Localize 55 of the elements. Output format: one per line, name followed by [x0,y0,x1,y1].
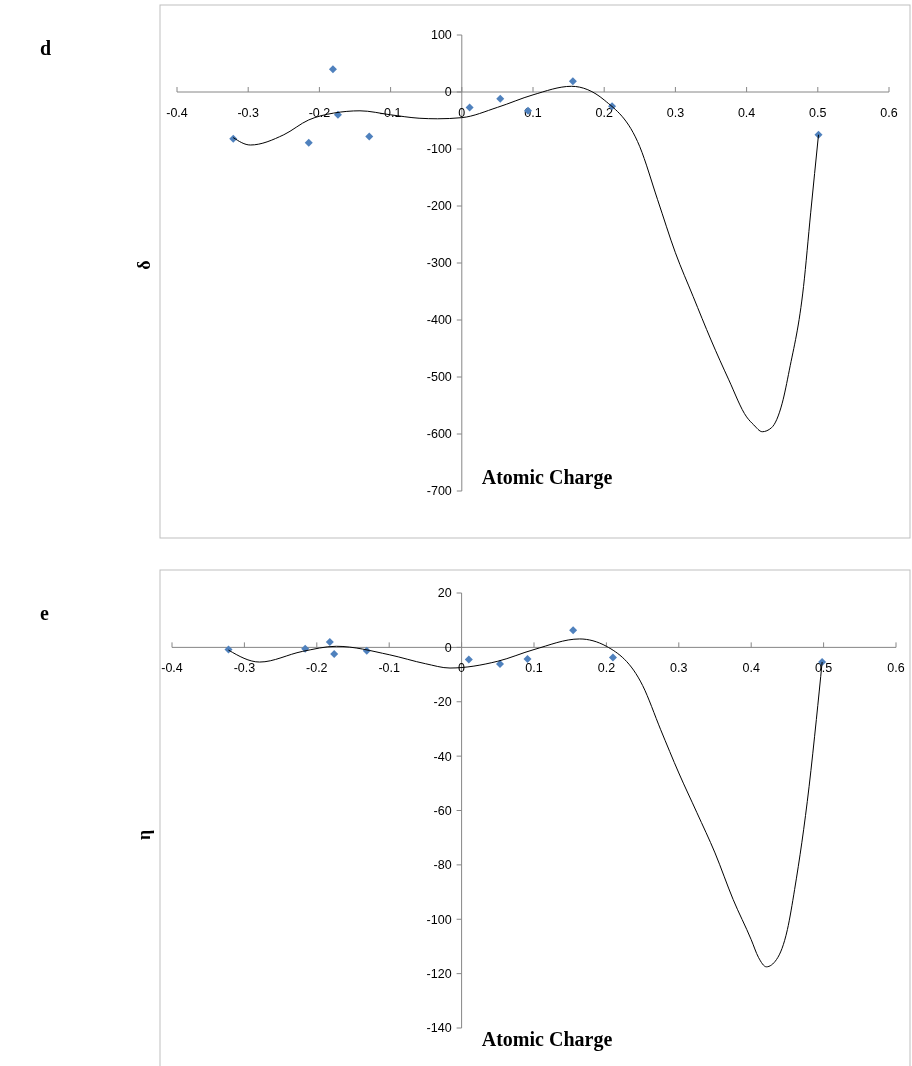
y-tick-label: -600 [426,427,452,442]
point [608,653,617,662]
y-tick-label: -700 [426,484,452,499]
point [330,649,339,658]
x-tick-label: -0.4 [161,661,183,676]
point [464,655,473,664]
y-tick-label: -120 [426,967,452,981]
point [569,626,578,635]
y-tick-label: -200 [426,199,452,214]
x-tick-label: -0.2 [306,661,328,676]
x-tick-label: 0.4 [742,661,760,676]
x-tick-label: 0.4 [737,106,756,120]
point [325,637,334,646]
point [328,65,337,74]
point [523,655,532,664]
point [465,103,474,112]
y-tick-label: -100 [426,142,452,157]
x-tick-label: 0.6 [880,106,898,120]
x-tick-label: 0.3 [666,106,685,120]
point [496,94,505,103]
y-axis-title: δ [134,260,154,270]
y-tick-label: 20 [437,586,452,601]
y-tick-label: -80 [433,858,452,873]
y-tick-label: 0 [444,85,452,100]
point [568,77,577,86]
point [365,132,374,141]
x-tick-label: 0.6 [887,661,905,676]
y-tick-label: -20 [433,695,452,710]
x-tick-label: 0.3 [670,661,688,676]
x-tick-label: -0.3 [233,661,256,676]
x-tick-label: -0.3 [237,106,260,120]
x-axis-title: Atomic Charge [481,1028,613,1051]
x-tick-label: 0.5 [809,106,827,120]
y-axis-title: η [134,829,154,841]
y-tick-label: -140 [426,1021,452,1036]
y-tick-label: -400 [426,313,452,328]
x-tick-label: 0.2 [595,106,613,120]
y-tick-label: -40 [433,749,452,764]
chart-title: d [40,37,52,59]
chart-title: e [40,602,49,624]
x-tick-label: -0.1 [378,661,401,676]
y-tick-label: -100 [426,912,452,927]
x-axis-title: Atomic Charge [481,466,613,489]
y-tick-label: -300 [426,256,452,271]
y-tick-label: 0 [444,640,452,655]
y-tick-label: -60 [433,803,452,818]
point [304,138,313,147]
y-tick-label: 100 [430,28,452,43]
x-tick-label: 0 [458,106,466,120]
x-tick-label: -0.2 [308,106,331,120]
x-tick-label: 0.1 [525,661,543,676]
y-tick-label: -500 [426,370,452,385]
point [495,659,504,668]
x-tick-label: 0.2 [597,661,616,676]
x-tick-label: -0.4 [166,106,188,120]
